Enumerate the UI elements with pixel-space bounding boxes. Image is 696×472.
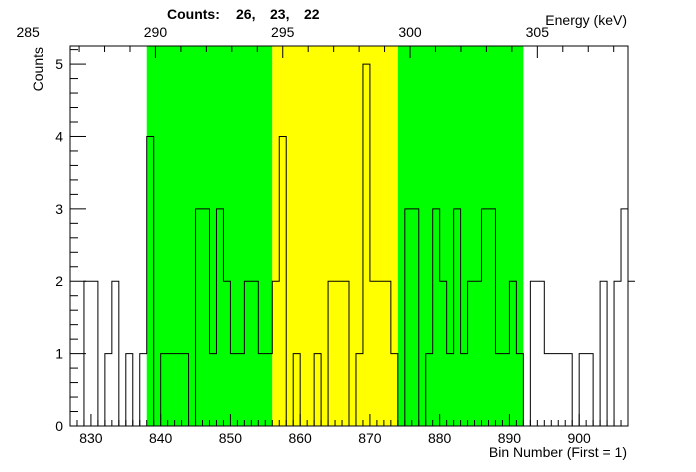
counts-value-peak: 23, <box>270 6 289 22</box>
counts-value-left: 26, <box>236 6 255 22</box>
x-tick-label: 900 <box>567 430 591 446</box>
energy-tick-label: 290 <box>144 24 168 40</box>
energy-tick-label: 295 <box>271 24 295 40</box>
region-layer <box>146 46 524 426</box>
counts-title-label: Counts: <box>167 6 220 22</box>
y-tick-label: 1 <box>55 346 63 362</box>
region-peak <box>272 46 398 426</box>
tick-layer: 830 840 850 860 870 880 890 900 0 1 2 3 4 5 285 290 295 3… <box>16 24 629 446</box>
y-tick-label: 5 <box>55 56 63 72</box>
histogram-line <box>70 63 635 427</box>
y-tick-label: 0 <box>55 418 63 434</box>
x-tick-label: 850 <box>219 430 243 446</box>
energy-tick-label: 305 <box>526 24 550 40</box>
counts-value-right: 22 <box>304 6 320 22</box>
y-tick-label: 2 <box>55 273 63 289</box>
x-axis-label: Bin Number (First = 1) <box>489 444 627 460</box>
x-tick-label: 860 <box>288 430 312 446</box>
y-axis-label: Counts <box>30 47 46 91</box>
x-tick-label: 890 <box>498 430 522 446</box>
y-tick-label: 3 <box>55 201 63 217</box>
energy-tick-label: 285 <box>16 24 40 40</box>
energy-axis-label: Energy (keV) <box>545 12 627 28</box>
energy-tick-label: 300 <box>398 24 422 40</box>
x-tick-label: 870 <box>358 430 382 446</box>
x-tick-label: 880 <box>428 430 452 446</box>
x-tick-label: 830 <box>79 430 103 446</box>
x-tick-label: 840 <box>149 430 173 446</box>
y-tick-label: 4 <box>55 128 63 144</box>
